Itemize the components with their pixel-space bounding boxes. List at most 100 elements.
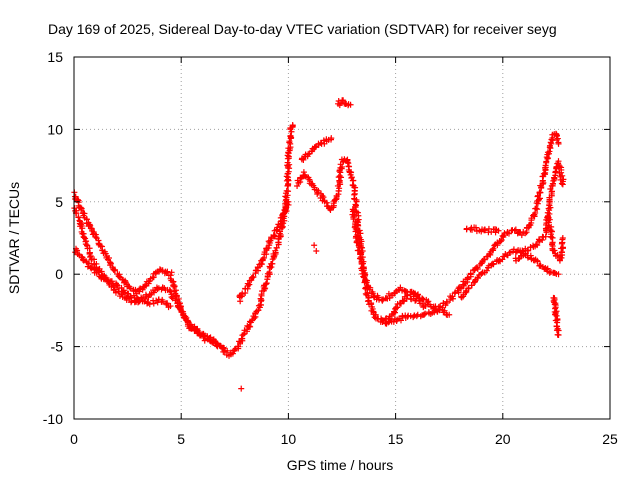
x-tick-label: 10 [281,431,297,447]
y-tick-label: 0 [55,266,63,282]
x-tick-label: 25 [602,431,618,447]
track-c-marker [134,294,141,301]
track-j-marker [547,186,554,193]
track-c-marker [159,298,166,305]
track-e-marker [353,198,360,205]
axis-ticks: 0 5 10 15 20 25 -10 -5 0 5 10 15 [43,49,618,447]
track-b-marker [221,345,228,352]
track-e-marker [368,301,375,308]
track-n-marker [552,311,559,318]
track-i-marker [467,271,474,278]
track-a-marker [107,260,114,267]
track-e-marker [348,174,355,181]
track-i-marker [500,234,507,241]
track-j-marker [532,241,539,248]
track-i-marker [525,222,532,229]
track-i-marker [481,256,488,263]
track-c-marker [125,290,132,297]
track-b-marker [169,293,176,300]
y-tick-label: -5 [51,339,64,355]
track-a-marker [263,280,270,287]
outliers-marker [313,248,320,255]
track-l-marker [551,270,558,277]
track-m-marker [559,235,566,241]
track-i-marker [536,189,543,196]
y-axis-label: SDTVAR / TECUs [6,182,22,294]
track-i-marker [449,293,456,300]
track-j-marker [535,236,542,243]
track-a-marker [168,269,175,276]
track-i-marker [543,159,550,166]
track-j-marker [560,176,567,183]
track-i-marker [535,192,542,199]
track-i-marker [439,304,446,311]
track-h-marker [352,235,359,242]
track-a-marker [156,266,163,273]
track-h-marker [356,255,363,262]
track-n-marker [555,332,562,339]
track-m-marker [551,247,558,254]
track-b-marker [168,294,175,301]
track-f-marker [300,156,307,163]
track-h-marker [370,290,377,297]
x-axis-label: GPS time / hours [287,457,394,473]
track-k-marker [495,227,502,234]
track-j-marker [551,174,558,181]
track-j-marker [465,285,472,292]
track-b-marker [112,286,119,293]
track-k-marker [482,227,489,234]
track-i-marker [497,238,504,245]
y-tick-label: 15 [47,49,63,65]
track-a-marker [287,140,294,147]
track-a-marker [164,268,171,275]
track-i-marker [538,184,545,191]
track-i-marker [545,155,552,162]
track-j-marker [499,256,506,263]
track-j-marker [542,233,549,240]
track-a-marker [92,234,99,241]
track-i-marker [490,245,497,252]
grid-lines [74,57,610,419]
track-m-marker [546,216,553,223]
track-a-marker [285,188,292,195]
track-k-marker [472,224,479,231]
track-d-marker [250,273,257,280]
track-d-marker [274,224,281,231]
track-a-marker [262,285,269,292]
track-b-marker [75,214,82,221]
track-d-marker [270,232,277,239]
track-e-marker [364,298,371,305]
x-tick-label: 20 [495,431,511,447]
track-b-marker [148,290,155,297]
track-a-marker [287,132,294,139]
track-f-marker [328,135,335,142]
track-j-marker [463,288,470,295]
track-j-marker [496,257,503,264]
track-h-marker [446,311,453,318]
track-e-marker [338,174,345,181]
track-i-marker [533,205,540,212]
track-a-marker [289,122,296,129]
x-tick-label: 5 [177,431,185,447]
track-h-marker [414,292,421,299]
track-a-marker [111,267,118,274]
track-a-marker [229,350,236,357]
track-j-marker [510,246,517,253]
track-d-marker [259,261,266,268]
track-g-marker [340,97,347,104]
track-h-marker [379,297,386,304]
track-c-marker [127,293,134,300]
track-b-marker [209,339,216,346]
track-a-marker [127,285,134,292]
track-j-marker [489,260,496,267]
track-a-marker [269,256,276,263]
track-j-marker [559,172,566,179]
track-a-marker [251,315,258,322]
track-d-marker [272,233,279,240]
track-b-marker [194,325,201,332]
outliers-marker [311,242,318,249]
track-j-marker [559,181,566,188]
track-i-marker [511,227,518,234]
track-b-marker [184,318,191,325]
